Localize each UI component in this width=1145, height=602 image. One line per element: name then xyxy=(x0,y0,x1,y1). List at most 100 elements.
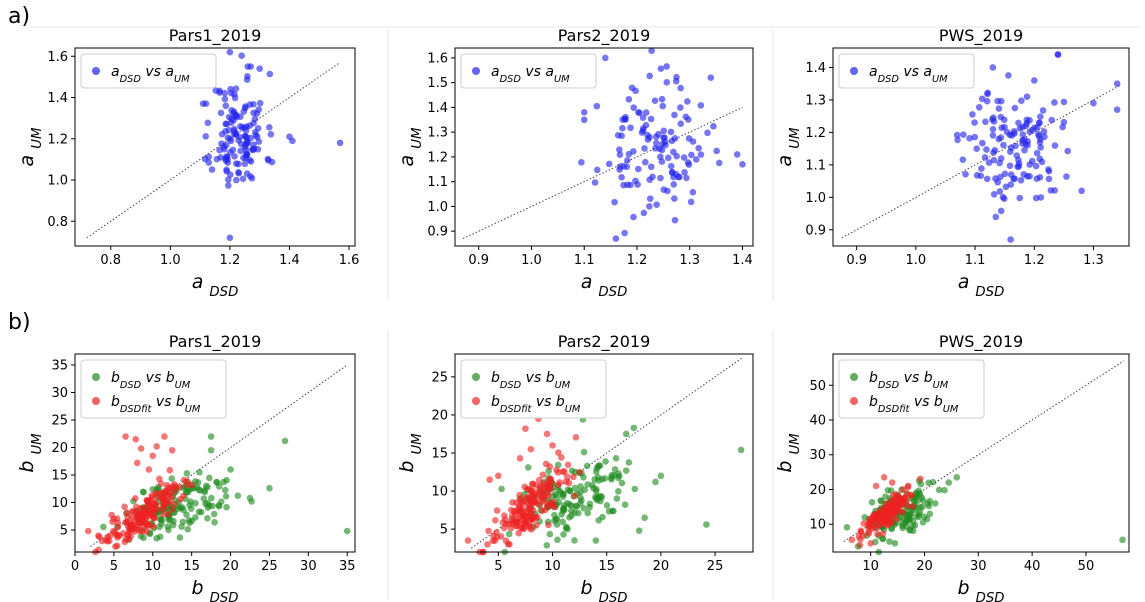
data-point xyxy=(148,494,156,501)
legend-marker xyxy=(472,67,480,75)
data-point xyxy=(580,116,588,124)
data-point xyxy=(498,485,505,493)
data-point xyxy=(655,130,662,138)
data-point xyxy=(1113,106,1121,113)
data-point xyxy=(501,512,508,519)
chart-title: Pars1_2019 xyxy=(169,26,262,46)
data-point xyxy=(953,474,961,481)
data-point xyxy=(975,103,983,111)
data-point xyxy=(595,477,602,484)
subscript-text: DSD xyxy=(500,74,522,85)
x-tick-label: 20 xyxy=(222,559,239,574)
data-point xyxy=(220,146,228,153)
data-point xyxy=(546,530,554,538)
data-point xyxy=(200,495,208,502)
data-point xyxy=(671,216,679,224)
data-point xyxy=(1051,142,1059,149)
series-1 xyxy=(84,364,196,556)
data-point xyxy=(663,63,670,70)
y-axis-label: b UM xyxy=(396,433,425,473)
subscript-text: UM xyxy=(30,127,45,149)
subscript-text: UM xyxy=(788,433,803,455)
plot-frame xyxy=(74,353,356,553)
data-point xyxy=(151,500,159,507)
x-tick-label: 1.6 xyxy=(339,253,360,268)
x-tick-label: 5 xyxy=(110,559,118,574)
data-point xyxy=(1013,152,1021,159)
x-tick-label: 1.4 xyxy=(279,253,300,268)
data-point xyxy=(1020,171,1028,178)
data-point xyxy=(1026,128,1034,136)
data-point xyxy=(1000,195,1008,203)
x-tick-label: 25 xyxy=(707,559,724,574)
data-point xyxy=(1016,194,1024,202)
data-point xyxy=(886,538,893,545)
subscript-text: DSDfit xyxy=(878,404,911,415)
data-point xyxy=(158,520,165,528)
subscript-text: DSD xyxy=(599,591,628,602)
data-point xyxy=(1063,173,1070,180)
data-point xyxy=(632,87,639,95)
data-point xyxy=(660,127,668,135)
data-point xyxy=(992,213,1000,221)
data-point xyxy=(547,475,554,483)
data-point xyxy=(658,146,666,154)
data-point xyxy=(187,498,194,505)
data-point xyxy=(1001,170,1009,178)
data-point xyxy=(1012,142,1019,150)
data-point xyxy=(915,513,923,521)
data-point xyxy=(136,527,144,534)
data-point xyxy=(204,119,212,127)
data-point xyxy=(266,484,273,492)
label-text: a xyxy=(192,271,204,293)
label-text: a xyxy=(958,271,970,293)
plot-frame xyxy=(832,47,1130,247)
x-axis-label: a DSD xyxy=(192,271,239,300)
data-point xyxy=(612,454,620,462)
data-point xyxy=(995,105,1003,112)
data-point xyxy=(630,424,638,432)
subscript-text: UM xyxy=(943,404,959,415)
series-0 xyxy=(578,47,746,242)
data-point xyxy=(884,486,892,494)
y-tick-label: 1.2 xyxy=(47,132,68,147)
data-point xyxy=(891,506,899,514)
chart-title: PWS_2019 xyxy=(939,332,1023,352)
data-point xyxy=(132,494,139,502)
data-point xyxy=(594,496,601,504)
data-point xyxy=(1011,104,1019,112)
data-point xyxy=(95,546,102,554)
data-point xyxy=(616,151,624,158)
one-to-one-line xyxy=(86,62,341,239)
data-point xyxy=(168,446,176,454)
data-point xyxy=(161,433,168,440)
x-tick-label: 10 xyxy=(862,559,879,574)
data-point xyxy=(641,145,648,152)
data-point xyxy=(612,235,620,242)
data-point xyxy=(616,163,624,170)
data-point xyxy=(221,89,229,97)
x-tick-label: 30 xyxy=(970,559,987,574)
subscript-text: UM xyxy=(555,380,571,391)
data-point xyxy=(222,102,230,110)
data-point xyxy=(528,487,536,494)
x-axis-label: a DSD xyxy=(958,271,1005,300)
label-text: vs xyxy=(151,394,175,410)
data-point xyxy=(680,154,688,161)
data-point xyxy=(689,138,697,145)
data-point xyxy=(978,95,986,103)
data-point xyxy=(989,132,997,139)
label-text: a xyxy=(111,64,120,80)
label-text: vs xyxy=(521,370,545,386)
x-axis-label: a DSD xyxy=(581,271,628,300)
data-point xyxy=(707,74,715,81)
data-point xyxy=(997,97,1005,105)
data-point xyxy=(218,140,225,147)
subscript-text: DSD xyxy=(210,591,239,602)
subscript-text: DSD xyxy=(878,74,900,85)
data-point xyxy=(664,154,672,162)
data-point xyxy=(137,445,145,452)
data-point xyxy=(677,84,684,92)
data-point xyxy=(715,159,723,167)
data-point xyxy=(268,158,276,166)
